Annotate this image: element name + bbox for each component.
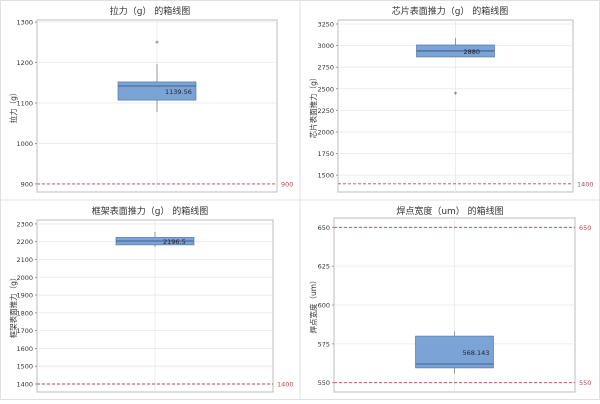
y-tick-label: 1700 (16, 327, 33, 335)
y-tick-label: 1100 (16, 99, 33, 107)
reference-line-label: 650 (579, 224, 591, 232)
box-plot-panel-2: 芯片表面推力（g） 的箱线图 1500 1750 2000 2250 2500 2750 30… (308, 5, 594, 193)
chart-title: 拉力（g） 的箱线图 (110, 5, 191, 17)
y-tick-label: 625 (318, 263, 330, 271)
y-tick-label: 1800 (16, 309, 33, 317)
data-label: 568.143 (463, 349, 490, 357)
y-tick-label: 2100 (16, 256, 33, 264)
y-tick-label: 550 (318, 379, 330, 387)
y-tick-label: 3250 (317, 20, 334, 28)
outlier-point: * (155, 40, 159, 48)
y-tick-label: 1200 (16, 59, 33, 67)
y-tick-label: 1900 (16, 292, 33, 300)
reference-line-label: 1400 (577, 180, 594, 188)
data-label: 1139.56 (165, 88, 192, 96)
box-plot-panel-1: 拉力（g） 的箱线图 900 1000 1100 1200 1300 拉力（g） 900 * 11… (8, 5, 293, 193)
y-tick-label: 1500 (317, 172, 334, 180)
reference-line-label: 900 (281, 180, 293, 188)
y-axis-label: 拉力（g） (8, 89, 18, 124)
y-tick-label: 3000 (317, 42, 334, 50)
data-label: 2196.5 (163, 238, 186, 246)
y-tick-label: 900 (21, 180, 33, 188)
y-tick-label: 575 (318, 340, 330, 348)
outlier-point: * (454, 90, 458, 98)
y-tick-label: 1750 (317, 150, 334, 158)
y-tick-label: 2000 (317, 128, 334, 136)
box-plot-panel-4: 焊点宽度（um） 的箱线图 550 575 600 625 650 焊点宽度（um） 550 6… (308, 205, 591, 393)
box (415, 335, 494, 369)
y-tick-label: 2250 (317, 107, 334, 115)
y-tick-label: 1400 (16, 380, 33, 388)
y-axis-label: 芯片表面推力（g） (308, 74, 318, 139)
y-axis-label: 框架表面推力（g） (8, 274, 18, 339)
y-tick-label: 2300 (16, 220, 33, 228)
y-tick-label: 650 (318, 224, 330, 232)
chart-title: 焊点宽度（um） 的箱线图 (396, 205, 503, 217)
box (117, 81, 197, 101)
chart-title: 芯片表面推力（g） 的箱线图 (392, 5, 509, 17)
y-tick-label: 2000 (16, 274, 33, 282)
y-tick-label: 1600 (16, 345, 33, 353)
y-tick-label: 600 (318, 302, 330, 310)
chart-title: 框架表面推力（g） 的箱线图 (92, 205, 209, 217)
reference-line-label: 1400 (277, 380, 294, 388)
y-tick-label: 1000 (16, 140, 33, 148)
y-tick-label: 2750 (317, 64, 334, 72)
y-tick-label: 2500 (317, 85, 334, 93)
y-axis-label: 焊点宽度（um） (308, 276, 318, 333)
y-tick-label: 1300 (16, 19, 33, 27)
reference-line-label: 550 (579, 379, 591, 387)
data-label: 2880 (464, 48, 481, 56)
box-plot-panel-3: 框架表面推力（g） 的箱线图 1400 1500 1600 1700 1800 1900 20… (8, 205, 294, 393)
y-tick-label: 2200 (16, 238, 33, 246)
y-tick-label: 1500 (16, 363, 33, 371)
